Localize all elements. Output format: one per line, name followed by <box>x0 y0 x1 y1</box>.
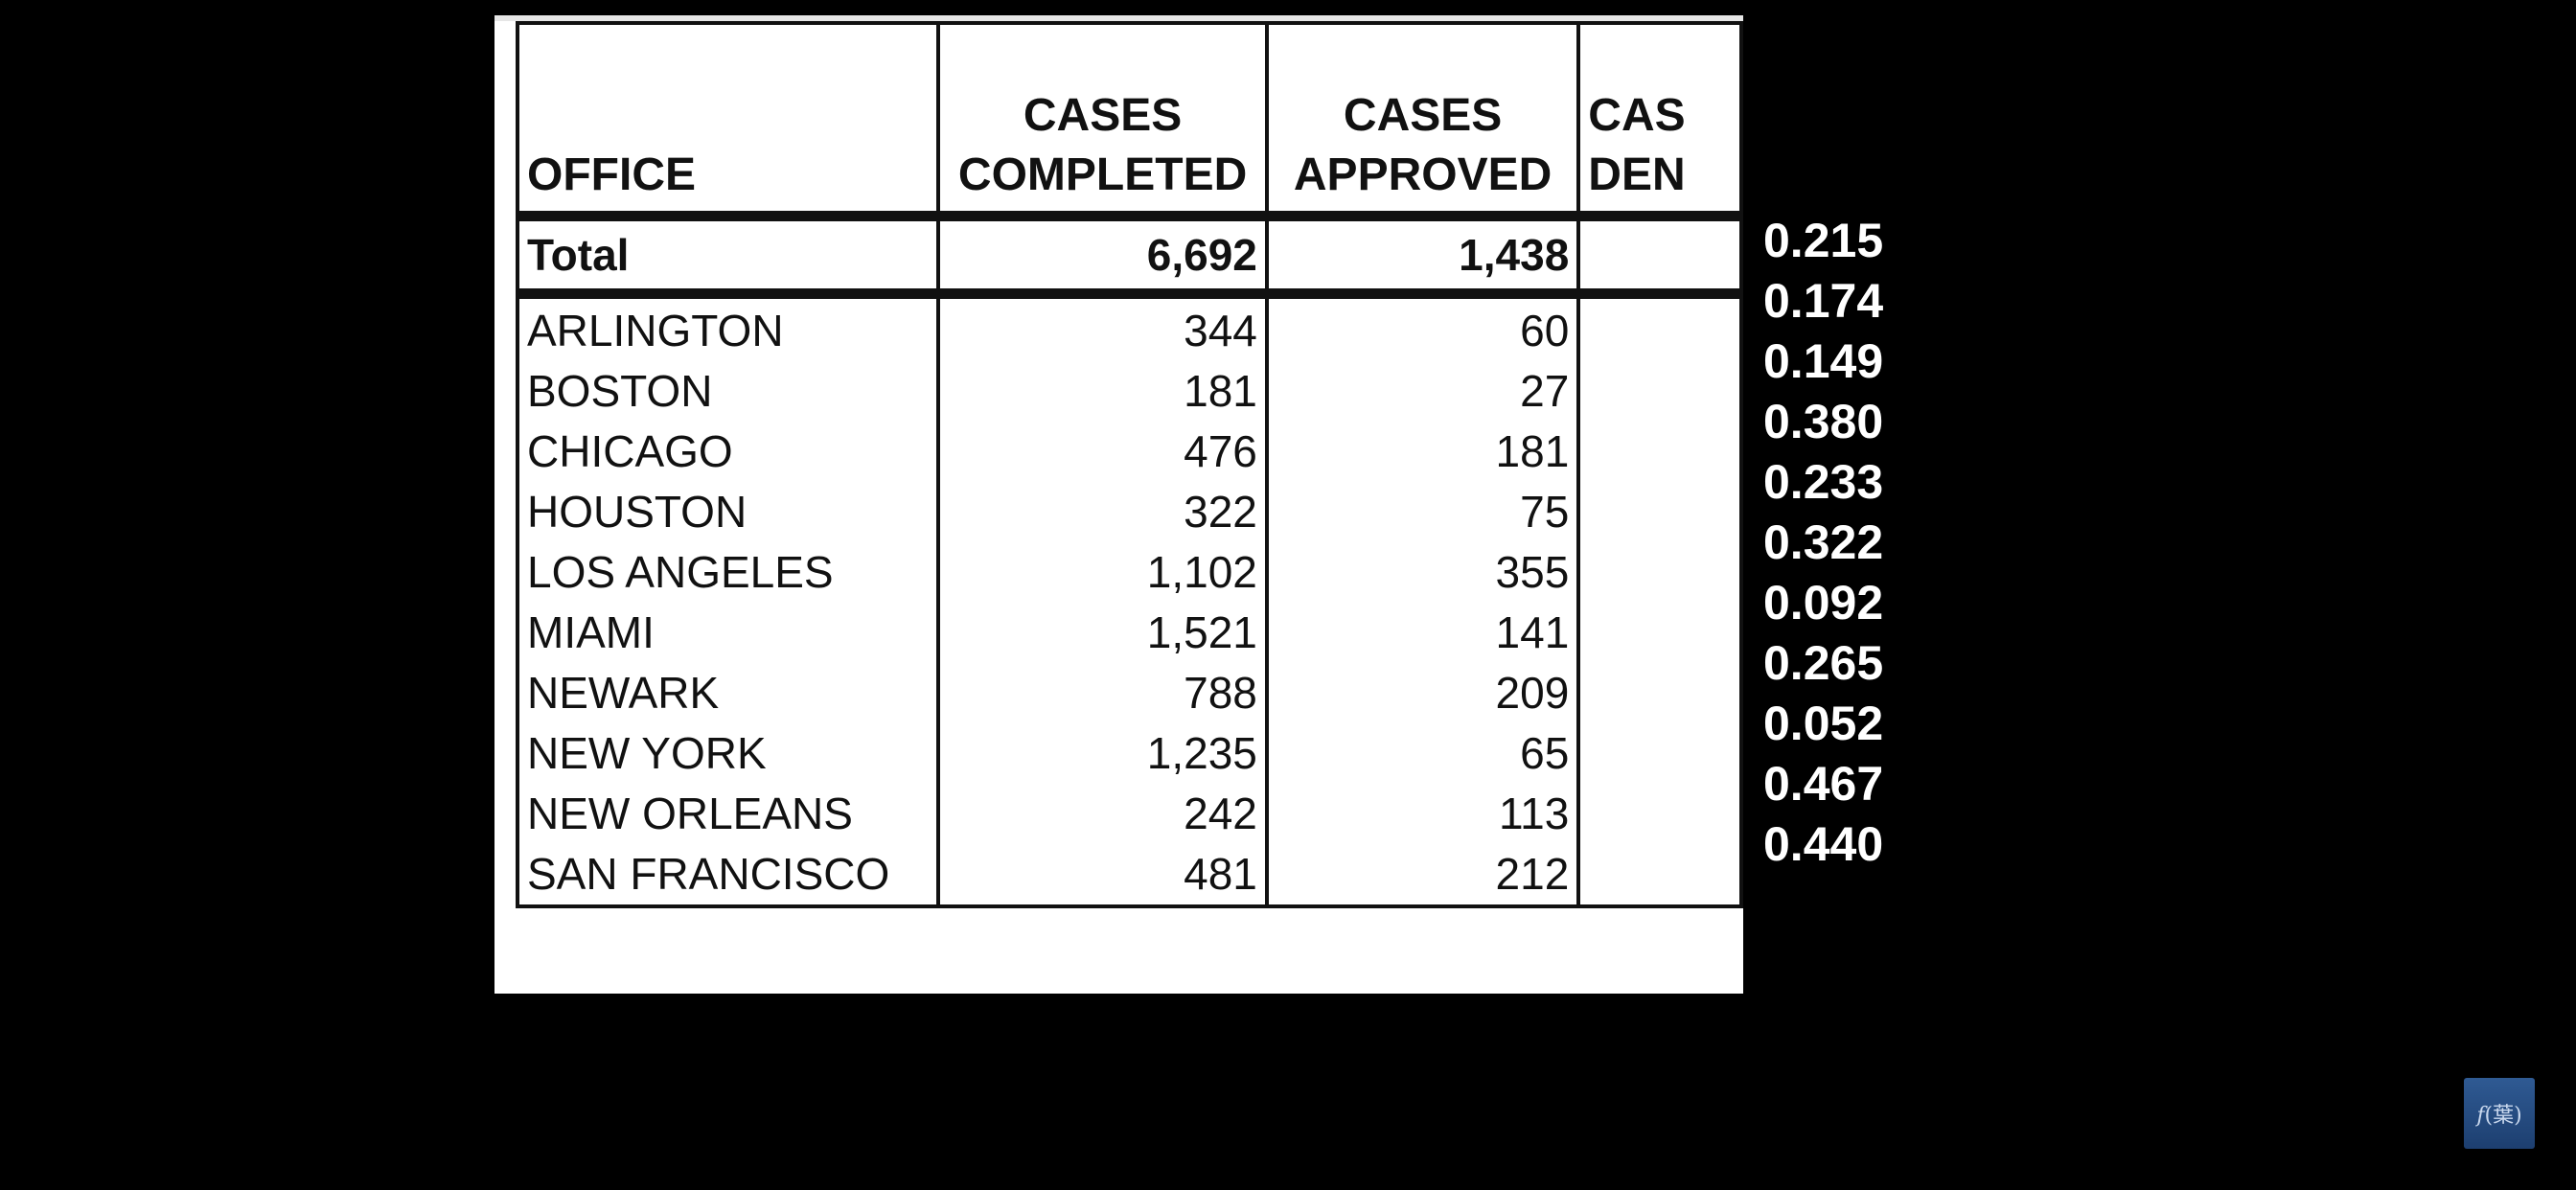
office-name: NEW ORLEANS <box>515 784 941 844</box>
cases-denied-value <box>1576 663 1743 723</box>
total-denied <box>1576 216 1743 294</box>
cases-denied-value <box>1576 844 1743 906</box>
ratio-value: 0.322 <box>1763 515 1884 569</box>
header-approved-line2: APPROVED <box>1293 149 1552 200</box>
header-row: OFFICE CASES COMPLETED CASES APPROVED CA… <box>515 21 1743 217</box>
cases-denied-value <box>1576 422 1743 482</box>
ratio-value: 0.215 <box>1763 214 1884 267</box>
cases-approved-value: 65 <box>1264 723 1581 784</box>
cases-completed-value: 481 <box>936 844 1269 906</box>
header-denied-line1: CAS <box>1588 90 1686 141</box>
total-row: Total 6,692 1,438 <box>515 216 1743 294</box>
ratio-value: 0.174 <box>1763 274 1884 328</box>
ratio-value: 0.092 <box>1763 576 1884 629</box>
office-name: CHICAGO <box>515 422 941 482</box>
office-name: LOS ANGELES <box>515 542 941 603</box>
ratio-value: 0.052 <box>1763 697 1884 750</box>
cases-approved-value: 212 <box>1264 844 1581 906</box>
logo-text: 𝑓(葉) <box>2476 1104 2522 1128</box>
cases-denied-value <box>1576 482 1743 542</box>
cases-approved-value: 75 <box>1264 482 1581 542</box>
cases-approved-value: 141 <box>1264 603 1581 663</box>
ratio-value: 0.440 <box>1763 817 1884 871</box>
header-denied-line2: DEN <box>1588 149 1686 200</box>
office-name: NEW YORK <box>515 723 941 784</box>
ratio-value: 0.233 <box>1763 455 1884 509</box>
cases-denied-value <box>1576 293 1743 361</box>
table-row: SAN FRANCISCO 481 212 <box>515 844 1743 906</box>
cases-denied-value <box>1576 784 1743 844</box>
office-name: ARLINGTON <box>515 293 941 361</box>
table-row: HOUSTON 322 75 <box>515 482 1743 542</box>
table-row: CHICAGO 476 181 <box>515 422 1743 482</box>
ratio-value: 0.467 <box>1763 757 1884 811</box>
office-name: NEWARK <box>515 663 941 723</box>
cases-approved-value: 209 <box>1264 663 1581 723</box>
cases-approved-value: 27 <box>1264 361 1581 422</box>
page-top-edge <box>494 15 1743 21</box>
header-office: OFFICE <box>515 21 941 217</box>
cases-completed-value: 1,521 <box>936 603 1269 663</box>
office-name: HOUSTON <box>515 482 941 542</box>
cases-approved-value: 355 <box>1264 542 1581 603</box>
cases-completed-value: 1,235 <box>936 723 1269 784</box>
cases-approved-value: 60 <box>1264 293 1581 361</box>
ratio-annotations: 0.215 0.174 0.149 0.380 0.233 0.322 0.09… <box>1763 211 1917 875</box>
cases-denied-value <box>1576 361 1743 422</box>
table-row: MIAMI 1,521 141 <box>515 603 1743 663</box>
cases-denied-value <box>1576 723 1743 784</box>
ratio-value: 0.149 <box>1763 334 1884 388</box>
cases-denied-value <box>1576 542 1743 603</box>
cases-completed-value: 242 <box>936 784 1269 844</box>
cases-completed-value: 788 <box>936 663 1269 723</box>
cases-completed-value: 181 <box>936 361 1269 422</box>
office-name: MIAMI <box>515 603 941 663</box>
header-completed-line2: COMPLETED <box>957 149 1248 200</box>
office-name: SAN FRANCISCO <box>515 844 941 906</box>
header-completed-line1: CASES <box>1023 90 1183 141</box>
cases-completed-value: 476 <box>936 422 1269 482</box>
table-row: NEW YORK 1,235 65 <box>515 723 1743 784</box>
total-label: Total <box>515 216 941 294</box>
table-row: NEWARK 788 209 <box>515 663 1743 723</box>
header-approved-line1: CASES <box>1343 90 1503 141</box>
header-cases-completed: CASES COMPLETED <box>936 21 1269 217</box>
cases-completed-value: 322 <box>936 482 1269 542</box>
table-row: BOSTON 181 27 <box>515 361 1743 422</box>
table-row: LOS ANGELES 1,102 355 <box>515 542 1743 603</box>
cases-completed-value: 1,102 <box>936 542 1269 603</box>
cases-denied-value <box>1576 603 1743 663</box>
table-row: NEW ORLEANS 242 113 <box>515 784 1743 844</box>
channel-logo-watermark: 𝑓(葉) <box>2464 1078 2535 1149</box>
office-name: BOSTON <box>515 361 941 422</box>
document-page: OFFICE CASES COMPLETED CASES APPROVED CA… <box>494 15 1743 994</box>
total-approved: 1,438 <box>1264 216 1581 294</box>
ratio-value: 0.380 <box>1763 395 1884 448</box>
header-cases-denied: CAS DEN <box>1576 21 1743 217</box>
header-office-label: OFFICE <box>527 149 696 200</box>
table-row: ARLINGTON 344 60 <box>515 293 1743 361</box>
cases-table: OFFICE CASES COMPLETED CASES APPROVED CA… <box>515 21 1743 908</box>
cases-approved-value: 181 <box>1264 422 1581 482</box>
header-cases-approved: CASES APPROVED <box>1264 21 1581 217</box>
total-completed: 6,692 <box>936 216 1269 294</box>
cases-approved-value: 113 <box>1264 784 1581 844</box>
cases-completed-value: 344 <box>936 293 1269 361</box>
ratio-value: 0.265 <box>1763 636 1884 690</box>
